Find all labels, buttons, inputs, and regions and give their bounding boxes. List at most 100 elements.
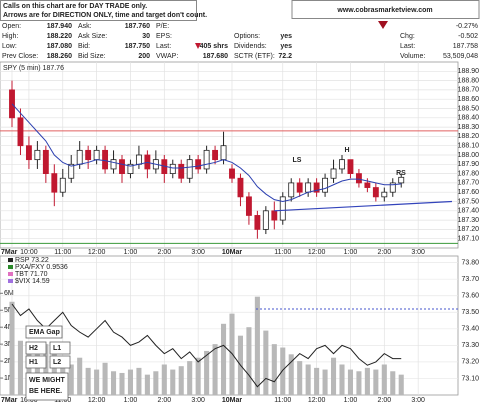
- volume-bar: [221, 323, 227, 395]
- candle-body: [220, 145, 227, 161]
- y-tick-label: 187.50: [458, 198, 480, 205]
- candle-body: [296, 182, 303, 193]
- annotation-box: [49, 355, 71, 369]
- volume-bar: [322, 369, 328, 395]
- y2-tick-label: 2M: [4, 358, 14, 365]
- x-tick-label: 7Mar: [1, 249, 18, 256]
- candle-body: [119, 159, 125, 174]
- candle-body: [51, 173, 58, 193]
- y-tick-label: 188.70: [458, 87, 480, 94]
- legend-label: RSP 73.22: [15, 257, 49, 264]
- y-tick-label: 188.40: [458, 115, 480, 122]
- candle-body: [135, 154, 142, 165]
- y-tick-label: 187.10: [458, 236, 480, 243]
- volume-bar: [153, 371, 159, 395]
- y-tick-label: 73.30: [461, 342, 479, 349]
- annotation-text: H1: [29, 359, 38, 366]
- volume-bar: [178, 366, 184, 395]
- x-tick-label: 2:00: [157, 397, 171, 404]
- y2-tick-label: 4M: [4, 324, 14, 331]
- candle-body: [25, 145, 32, 161]
- x-tick-label: 7Mar: [1, 397, 18, 404]
- quote-label: Dividends:: [234, 43, 267, 50]
- annotation-box: [25, 341, 47, 355]
- quote-value: 188.260: [47, 53, 72, 60]
- y-tick-label: 187.40: [458, 208, 480, 215]
- candle-body: [76, 149, 83, 165]
- annotation-box: [25, 325, 63, 339]
- annotation-text: L2: [53, 359, 61, 366]
- x-tick-label: 3:00: [191, 397, 205, 404]
- pattern-label: RS: [396, 170, 406, 177]
- volume-bar: [390, 371, 396, 395]
- volume-bar: [170, 369, 176, 395]
- y-tick-label: 188.80: [458, 77, 480, 84]
- candle-body: [364, 182, 371, 188]
- y-tick-label: 188.50: [458, 105, 480, 112]
- pattern-label: H: [344, 147, 349, 154]
- quote-label: Ask Size:: [78, 33, 107, 40]
- candle-body: [245, 196, 252, 216]
- annotation-text: EMA Gap: [29, 329, 60, 336]
- candle-body: [271, 210, 278, 221]
- x-tick-label: 10Mar: [222, 249, 243, 256]
- volume-bar: [94, 369, 100, 395]
- volume-bar: [297, 361, 303, 395]
- annotation-box: [25, 355, 47, 369]
- y2-tick-label: 6M: [4, 290, 14, 297]
- x-tick-label: 11:00: [54, 249, 71, 256]
- quote-value: 187.758: [453, 43, 478, 50]
- quote-value: 187.680: [203, 53, 228, 60]
- quote-value: 187.080: [47, 43, 72, 50]
- legend-swatch: [8, 272, 13, 276]
- y-tick-label: 73.50: [461, 309, 479, 316]
- volume-bar: [144, 374, 150, 395]
- candle-body: [322, 177, 329, 193]
- down-arrow: [195, 43, 201, 49]
- y-tick-label: 188.90: [458, 68, 480, 75]
- quote-value: 53,509,048: [443, 53, 478, 60]
- legend-label: PXA/FXY 0.9536: [15, 264, 68, 271]
- y-tick-label: 187.90: [458, 161, 480, 168]
- candle-body: [381, 191, 388, 198]
- y-tick-label: 73.10: [461, 375, 479, 382]
- volume-bar: [43, 344, 49, 395]
- quote-label: EPS:: [156, 33, 172, 40]
- quote-value: 72.2: [278, 53, 292, 60]
- y-tick-label: 73.60: [461, 293, 479, 300]
- candle-body: [389, 182, 396, 193]
- quote-label: Last:: [156, 43, 171, 50]
- volume-bar: [77, 357, 83, 395]
- pattern-label: LS: [293, 157, 302, 164]
- down-triangle: [378, 21, 388, 29]
- x-tick-label: 3:00: [411, 397, 425, 404]
- x-tick-label: 12:00: [308, 249, 326, 256]
- quote-value: 187.760: [125, 23, 150, 30]
- candle-body: [42, 149, 49, 175]
- candle-body: [279, 196, 286, 221]
- quote-value: 30: [142, 33, 150, 40]
- annotation-text: BE HERE.: [29, 388, 62, 395]
- candle-body: [330, 168, 337, 179]
- volume-bar: [254, 296, 260, 395]
- annotation-text: H2: [29, 345, 38, 352]
- quote-value: 187.940: [47, 23, 72, 30]
- legend-label: TBT 71.70: [15, 271, 48, 278]
- quote-label: High:: [2, 33, 18, 40]
- candle-body: [178, 163, 185, 179]
- notice-text: Calls on this chart are for DAY TRADE on…: [3, 3, 147, 10]
- volume-bar: [381, 364, 387, 395]
- quote-label: SCTR (ETF):: [234, 53, 275, 60]
- x-tick-label: 1:00: [344, 397, 358, 404]
- volume-bar: [102, 362, 108, 395]
- volume-bar: [356, 371, 362, 395]
- candle-body: [169, 163, 176, 175]
- quote-label: VWAP:: [156, 53, 178, 60]
- volume-bar: [127, 369, 133, 395]
- quote-value: 187.750: [125, 43, 150, 50]
- neckline: [274, 200, 453, 212]
- quote-label: Volume:: [400, 53, 425, 60]
- y-tick-label: 188.30: [458, 124, 480, 131]
- volume-bar: [305, 364, 311, 395]
